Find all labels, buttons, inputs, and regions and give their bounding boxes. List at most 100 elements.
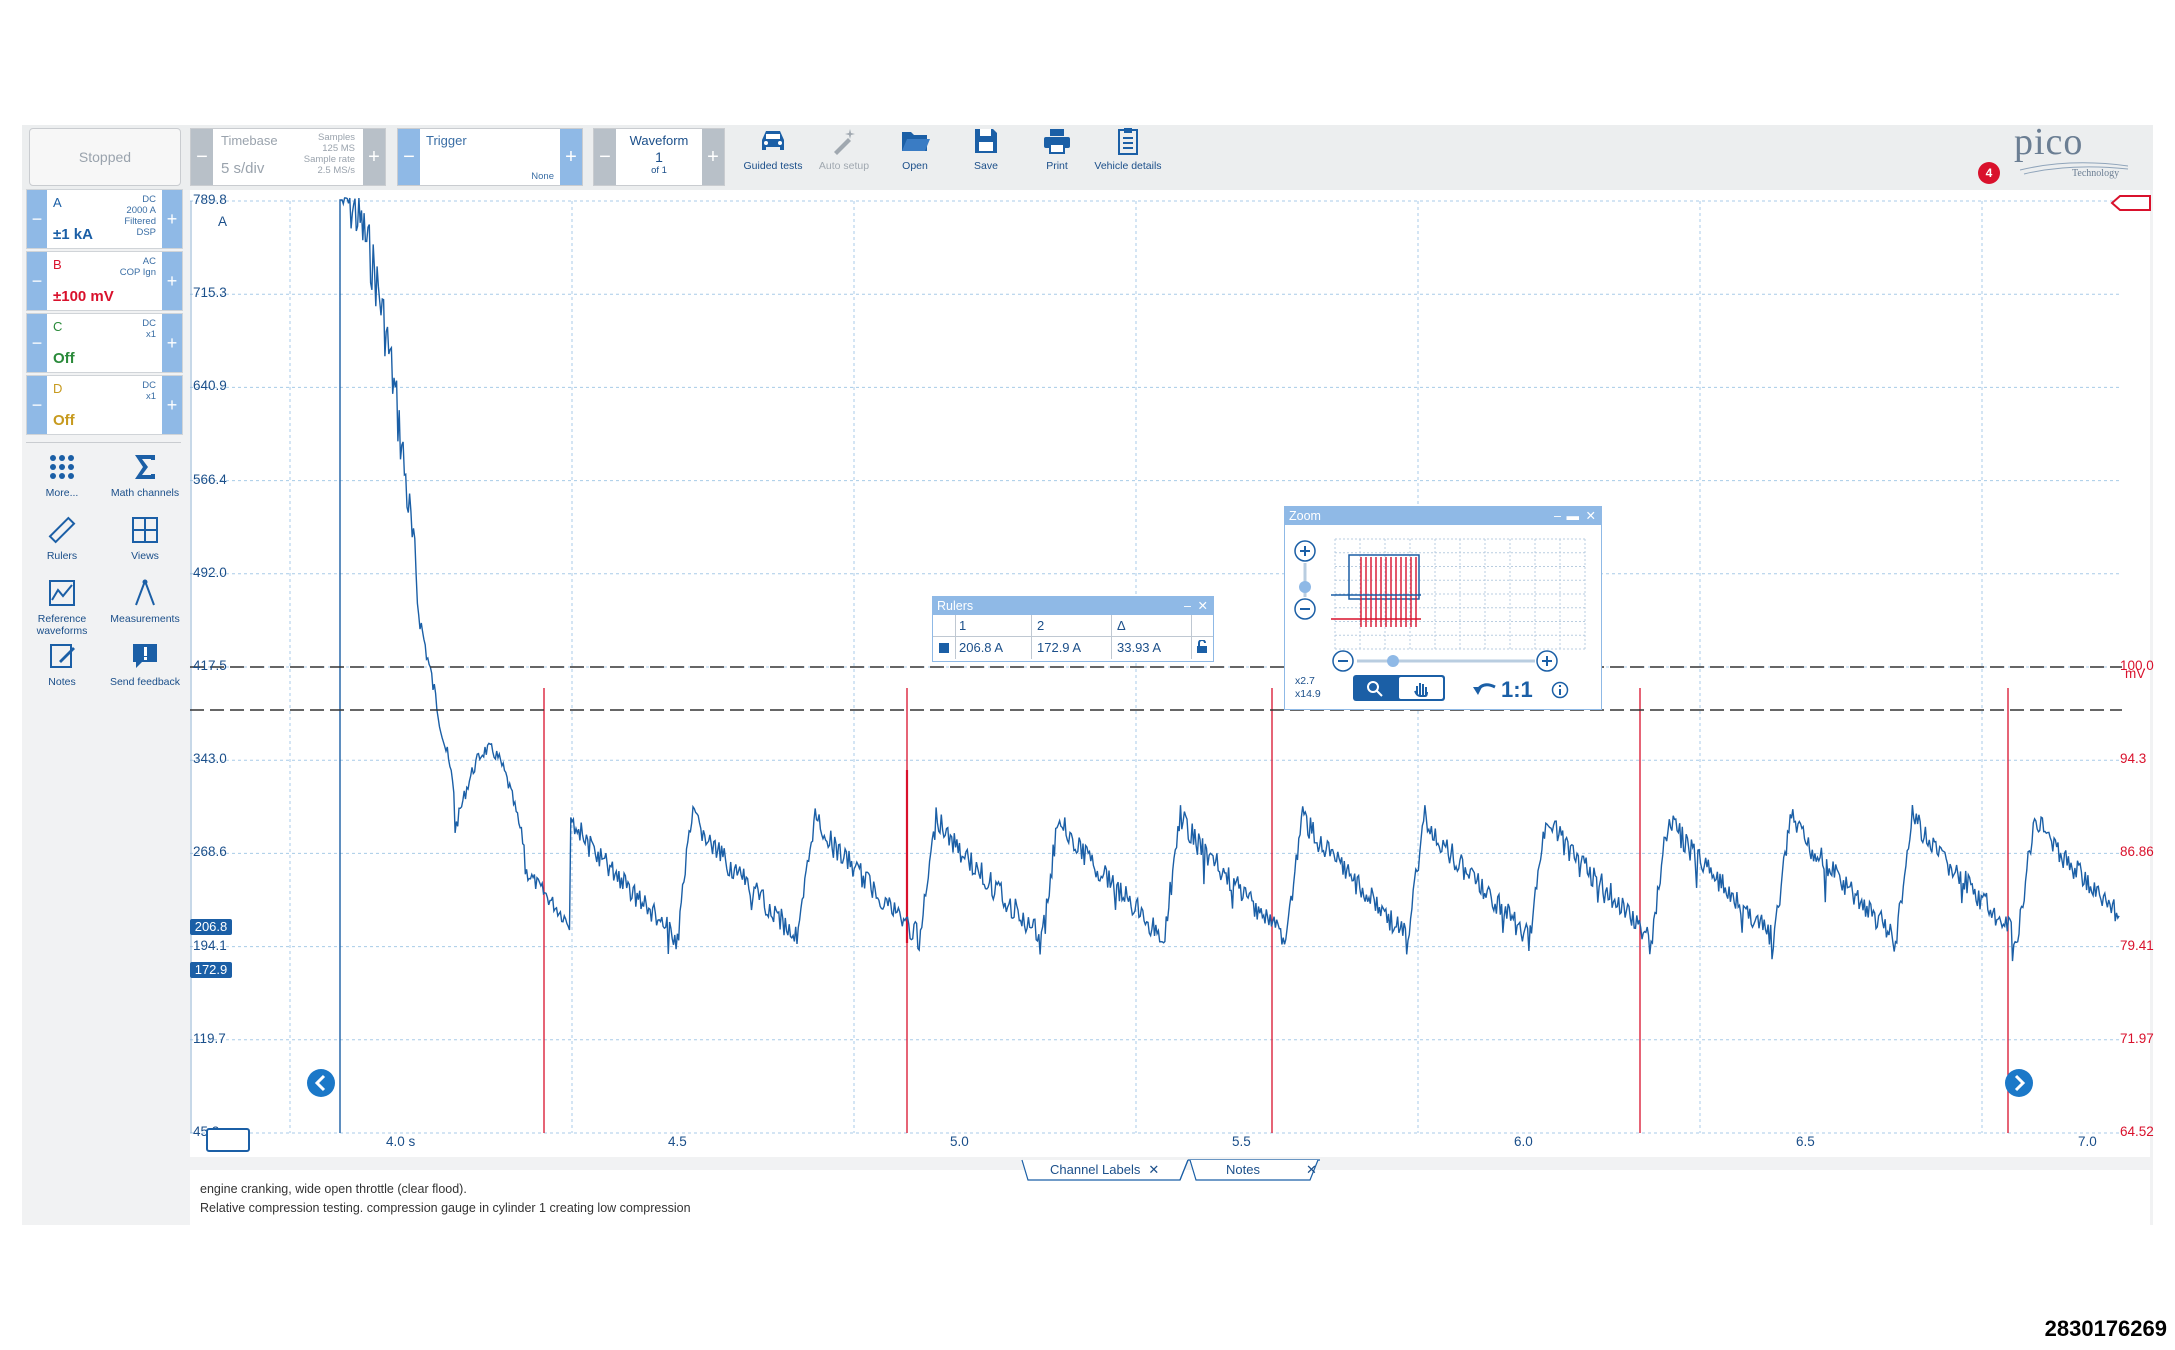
zoom-magnifier-icon[interactable] xyxy=(1365,679,1385,697)
right-axis-tick-label: 94.3 xyxy=(2120,751,2147,767)
waveform-control[interactable]: − Waveform 1 of 1 + xyxy=(593,128,725,186)
rulers-window[interactable]: Rulers ‒ ✕ 1 2 Δ 206.8 A 172.9 A 33.93 A xyxy=(932,596,1214,662)
auto-setup-button[interactable]: Auto setup xyxy=(804,126,884,172)
channel-a-decrease-button[interactable]: − xyxy=(27,190,47,248)
rulers-window-title-bar[interactable]: Rulers ‒ ✕ xyxy=(933,597,1213,615)
zoom-vertical-slider-thumb[interactable] xyxy=(1299,581,1311,593)
ruler-1-tag[interactable]: 206.8 xyxy=(190,919,232,935)
car-icon xyxy=(762,131,784,150)
ruler-delta-value: 33.93 A xyxy=(1117,640,1162,655)
scroll-right-icon[interactable] xyxy=(2004,1068,2034,1098)
zoom-in-horizontal-plus xyxy=(1542,656,1552,666)
save-button[interactable]: Save xyxy=(946,126,1026,172)
waveform-total: of 1 xyxy=(651,165,667,176)
time-axis-tick-label: 5.0 xyxy=(950,1134,969,1149)
channel-b-decrease-button[interactable]: − xyxy=(27,252,47,310)
send-feedback-button[interactable]: Send feedback xyxy=(105,641,185,688)
minimize-icon[interactable]: ‒ xyxy=(1184,599,1191,613)
zoom-reset-button[interactable]: 1:1 xyxy=(1501,677,1533,702)
trigger-decrease-button[interactable]: − xyxy=(398,129,420,185)
notes-button[interactable]: Notes xyxy=(22,641,102,688)
undo-zoom-icon[interactable] xyxy=(1471,679,1499,699)
timebase-increase-button[interactable]: + xyxy=(363,129,385,185)
samples-label: Samples xyxy=(318,132,355,143)
views-label: Views xyxy=(131,550,159,562)
close-icon[interactable]: ✕ xyxy=(1585,509,1596,523)
channel-c-panel[interactable]: − C DC x1 Off + xyxy=(26,313,183,373)
lock-icon[interactable] xyxy=(1195,640,1209,654)
timebase-control[interactable]: − Timebase 5 s/div Samples 125 MS Sample… xyxy=(190,128,386,186)
views-button[interactable]: Views xyxy=(105,515,185,562)
zoom-preview[interactable] xyxy=(1291,535,1591,707)
minimize-icon[interactable]: ‒ xyxy=(1554,509,1561,523)
channel-b-increase-button[interactable]: + xyxy=(162,252,182,310)
channel-c-name: C xyxy=(53,319,63,334)
right-axis-tick-label: 79.41 xyxy=(2120,937,2154,953)
scope-graph[interactable] xyxy=(190,190,2150,1157)
tab-channel-labels[interactable]: Channel Labels ✕ xyxy=(1050,1158,1159,1182)
channel-d-increase-button[interactable]: + xyxy=(162,376,182,434)
waveform-label: Waveform xyxy=(629,133,689,148)
channel-a-dsp: DSP xyxy=(136,227,156,238)
wand-icon xyxy=(834,129,855,155)
time-axis-tick-label: 6.0 xyxy=(1514,1134,1533,1149)
notes-panel[interactable]: engine cranking, wide open throttle (cle… xyxy=(190,1170,2150,1225)
print-label: Print xyxy=(1046,160,1068,172)
hand-pan-icon[interactable] xyxy=(1411,679,1431,697)
ruler-2-tag[interactable]: 172.9 xyxy=(190,962,232,978)
math-channels-button[interactable]: Math channels xyxy=(105,452,185,499)
trigger-increase-button[interactable]: + xyxy=(560,129,582,185)
timebase-label: Timebase xyxy=(221,133,278,148)
zoom-mode-toggle[interactable] xyxy=(1353,675,1445,701)
sigma-icon xyxy=(135,455,155,479)
zoom-window-title-bar[interactable]: Zoom ‒ ▬ ✕ xyxy=(1285,507,1601,525)
scope-plot[interactable] xyxy=(190,190,2150,1157)
run-stop-button[interactable]: Stopped xyxy=(29,128,181,186)
scroll-left-icon[interactable] xyxy=(306,1068,336,1098)
time-axis-tick-label: 7.0 xyxy=(2078,1134,2097,1149)
open-button[interactable]: Open xyxy=(875,126,955,172)
rulers-button[interactable]: Rulers xyxy=(22,515,102,562)
vehicle-details-button[interactable]: Vehicle details xyxy=(1088,126,1168,172)
waveform-next-button[interactable]: + xyxy=(702,129,724,185)
channel-a-probe: 2000 A xyxy=(126,205,156,216)
notification-badge[interactable]: 4 xyxy=(1978,162,2000,184)
rulers-window-title: Rulers xyxy=(937,599,974,613)
channel-c-increase-button[interactable]: + xyxy=(162,314,182,372)
guided-tests-button[interactable]: Guided tests xyxy=(733,126,813,172)
measurements-button[interactable]: Measurements xyxy=(105,578,185,625)
pico-logo-text: pico xyxy=(2014,121,2084,163)
reference-waveforms-button[interactable]: Reference waveforms xyxy=(22,578,102,637)
channel-c-decrease-button[interactable]: − xyxy=(27,314,47,372)
print-button[interactable]: Print xyxy=(1017,126,1097,172)
right-axis-tick-label: 86.86 xyxy=(2120,844,2154,860)
maximize-icon[interactable]: ▬ xyxy=(1566,509,1580,523)
zoom-window[interactable]: Zoom ‒ ▬ ✕ x2.7 x14.9 1:1 xyxy=(1284,506,1602,710)
measure-icon xyxy=(135,579,155,606)
channel-d-decrease-button[interactable]: − xyxy=(27,376,47,434)
info-icon[interactable] xyxy=(1551,681,1569,699)
channel-a-panel[interactable]: − A DC 2000 A Filtered DSP ±1 kA + xyxy=(26,189,183,249)
channel-a-increase-button[interactable]: + xyxy=(162,190,182,248)
pico-logo: pico Technology xyxy=(2010,121,2140,184)
tab-notes[interactable]: Notes ✕ xyxy=(1226,1158,1317,1182)
channel-b-panel[interactable]: − B AC COP Ign ±100 mV + xyxy=(26,251,183,311)
ruler-color-swatch xyxy=(939,643,949,653)
channel-d-panel[interactable]: − D DC x1 Off + xyxy=(26,375,183,435)
waveform-prev-button[interactable]: − xyxy=(594,129,616,185)
channel-d-name: D xyxy=(53,381,63,396)
zoom-overview-icon[interactable] xyxy=(206,1128,250,1152)
save-icon xyxy=(975,129,997,153)
timebase-decrease-button[interactable]: − xyxy=(191,129,213,185)
timebase-value: 5 s/div xyxy=(221,160,265,177)
zoom-horizontal-slider-thumb[interactable] xyxy=(1387,655,1399,667)
left-axis-tick-label: 640.9 xyxy=(193,378,227,394)
more-label: More... xyxy=(45,487,79,499)
channel-b-offset-marker[interactable] xyxy=(2110,194,2152,212)
tab-close-icon[interactable]: ✕ xyxy=(1305,1162,1317,1177)
trigger-control[interactable]: − Trigger None + xyxy=(397,128,583,186)
tab-close-icon[interactable]: ✕ xyxy=(1148,1162,1160,1177)
more-button[interactable]: More... xyxy=(22,452,102,499)
close-icon[interactable]: ✕ xyxy=(1197,599,1208,613)
zoom-viewport-rect[interactable] xyxy=(1348,554,1420,600)
